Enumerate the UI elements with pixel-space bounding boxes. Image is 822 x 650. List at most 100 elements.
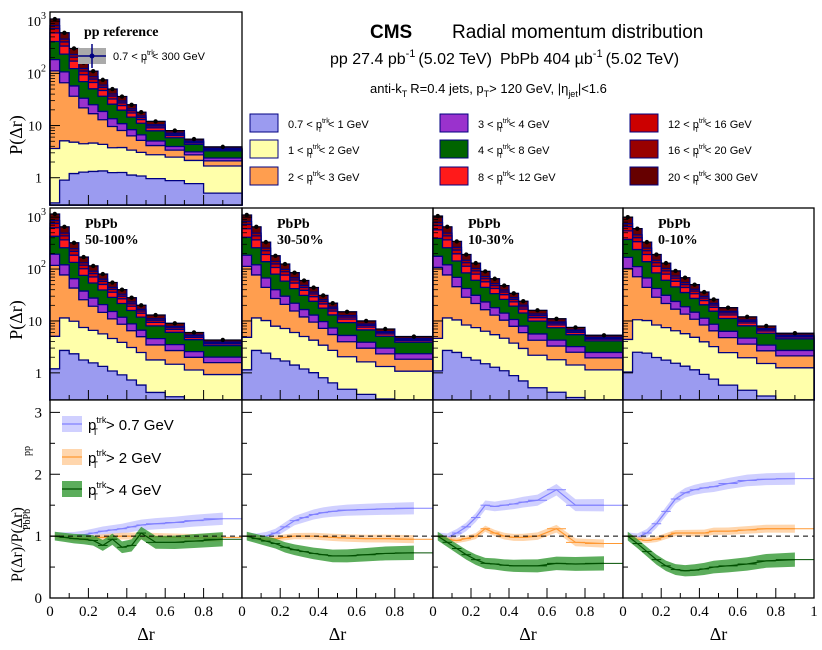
pbpb-panel-0-total-point-9 bbox=[139, 303, 144, 308]
pbpb-panel-0-centrality: 50-100% bbox=[85, 233, 139, 248]
ratio-panel-2-band-ratio_pt4 bbox=[437, 531, 604, 573]
pp-panel-total-point-8 bbox=[129, 102, 134, 107]
ratio-panel-3-xlabel-0: 0 bbox=[619, 604, 627, 620]
pt-legend-label-1: 1 < ptrk T < 2 GeV bbox=[288, 144, 360, 160]
pbpb-panel-1-total-point-9 bbox=[330, 300, 335, 306]
pt-bin-legend: 0.7 < ptrk T < 1 GeV 1 < ptrk T < 2 GeV 2 < pt… bbox=[249, 113, 759, 187]
pp-panel-total-point-4 bbox=[91, 69, 96, 74]
pbpb-panel-3-total-point-2 bbox=[644, 239, 650, 245]
pbpb-panel-0-total-point-4 bbox=[91, 263, 96, 269]
pp-panel-ytick-label-2: 102 bbox=[27, 63, 46, 82]
jet-selection: anti-kT R=0.4 jets, pT> 120 GeV, |ηjet|<1… bbox=[370, 81, 607, 99]
pbpb-panel-0-ytick-label-3: 103 bbox=[27, 207, 46, 226]
y-axis-label-pbpb: P(Δr) bbox=[6, 300, 27, 340]
ratio-legend-label-2: ptrk T > 4 GeV bbox=[88, 480, 161, 502]
pbpb-panel-0-total-point-6 bbox=[110, 280, 115, 285]
pbpb-panel-3-system: PbPb bbox=[658, 217, 691, 232]
pbpb-panel-3-total-point-7 bbox=[692, 282, 697, 287]
pbpb-panel-2-total-point-2 bbox=[454, 239, 459, 244]
axis-labels: P(Δr) P(Δr) P(Δr)/P(Δr) PbPb pp bbox=[6, 115, 33, 582]
figure-title: Radial momentum distribution bbox=[452, 22, 703, 43]
ratio-panel-3-xlabel-5: 1 bbox=[810, 604, 818, 620]
y-axis-label-ratio-sub1: PbPb bbox=[22, 509, 33, 530]
luminosity-line: pp 27.4 pb-1 (5.02 TeV) PbPb 404 µb-1 (5.02… bbox=[330, 48, 679, 68]
pp-panel-label: pp reference bbox=[84, 25, 159, 40]
pbpb-panel-0-total-point-0 bbox=[52, 211, 57, 217]
ratio-panel-1-bg bbox=[242, 400, 433, 598]
ratio-panel-1-xlabel-4: 0.8 bbox=[385, 604, 404, 620]
y-axis-label-ratio: P(Δr)/P(Δr) bbox=[9, 507, 26, 582]
pbpb-panel-0-total-point-2 bbox=[71, 240, 77, 246]
ratio-panel-0-xlabel-1: 0.2 bbox=[79, 604, 98, 620]
pbpb-panel-3-total-point-12 bbox=[764, 323, 769, 329]
ratio-panel-3-xaxis-title: Δr bbox=[710, 624, 728, 644]
pt-legend-swatch-1 bbox=[249, 139, 279, 159]
ratio-panel-3-band-ratio_pt4 bbox=[627, 531, 795, 577]
pbpb-panel-3-total-point-13 bbox=[792, 331, 798, 336]
pbpb-panel-0-system: PbPb bbox=[85, 217, 118, 232]
pbpb-panel-1-total-point-7 bbox=[311, 285, 316, 290]
pbpb-panels: 110102103PbPb50-100%PbPb30-50%PbPb10-30%… bbox=[27, 207, 815, 401]
pbpb-panel-1-total-point-1 bbox=[254, 224, 259, 230]
ratio-panel-2-band-ratio_pt2 bbox=[437, 524, 604, 548]
pbpb-panel-2-total-point-11 bbox=[554, 316, 559, 322]
pt-legend-label-3: 3 < ptrk T < 4 GeV bbox=[478, 118, 550, 134]
pbpb-panel-2-layer-bin1 bbox=[432, 349, 623, 401]
ratio-panel-2-xlabel-3: 0.6 bbox=[538, 604, 557, 620]
pp-panel-total-point-7 bbox=[119, 94, 125, 99]
ratio-panel-2-xlabel-4: 0.8 bbox=[576, 604, 595, 620]
pbpb-panel-0-total-point-8 bbox=[129, 295, 134, 300]
pt-legend-label-5: 8 < ptrk T < 12 GeV bbox=[478, 171, 556, 187]
pbpb-panel-0-ytick-label-1: 10 bbox=[28, 315, 42, 330]
pt-legend-label-0: 0.7 < ptrk T < 1 GeV bbox=[288, 118, 369, 134]
ratio-panel-3-xlabel-2: 0.4 bbox=[690, 604, 709, 620]
pbpb-panel-2-total-point-12 bbox=[573, 325, 578, 330]
pbpb-panel-1-total-point-12 bbox=[383, 326, 388, 332]
ratio-panel-2: 0 0.2 0.4 0.6 0.8 Δr bbox=[429, 399, 624, 644]
pt-legend-swatch-6 bbox=[629, 113, 659, 133]
y-axis-label-ratio-sub2: pp bbox=[22, 446, 33, 456]
ratio-panel-0-xlabel-0: 0 bbox=[46, 604, 54, 620]
ratio-panel-1-xlabel-0: 0 bbox=[238, 604, 246, 620]
pbpb-panel-3-total-point-11 bbox=[744, 314, 750, 320]
ratio-panel-2-xlabel-2: 0.4 bbox=[500, 604, 519, 620]
pbpb-panel-0-layer-bin1 bbox=[49, 349, 242, 401]
pt-legend-swatch-2 bbox=[249, 166, 279, 186]
pbpb-panel-0-ytick-label-2: 102 bbox=[27, 259, 46, 278]
pbpb-panel-2-total-point-10 bbox=[535, 308, 540, 313]
ratio-panel-3-xlabel-3: 0.6 bbox=[728, 604, 747, 620]
pp-panel-total-point-0 bbox=[52, 16, 57, 22]
pbpb-panel-2-total-point-7 bbox=[502, 283, 507, 288]
pt-legend-swatch-7 bbox=[629, 139, 659, 159]
pbpb-panel-2-total-point-13 bbox=[601, 333, 607, 338]
pbpb-panel-2-total-point-5 bbox=[483, 269, 488, 274]
pt-legend-label-6: 12 < ptrk T < 16 GeV bbox=[668, 118, 752, 134]
ratio-panel-0-xaxis-title: Δr bbox=[137, 624, 155, 644]
pbpb-panel-1-centrality: 30-50% bbox=[277, 233, 324, 248]
pbpb-panel-2-total-point-1 bbox=[445, 224, 450, 230]
pt-legend-label-2: 2 < ptrk T < 3 GeV bbox=[288, 171, 360, 187]
pbpb-panel-2-total-point-3 bbox=[464, 252, 469, 257]
pbpb-panel-1-total-point-4 bbox=[282, 261, 288, 267]
ratio-panel-0-bg bbox=[50, 400, 242, 598]
pbpb-panel-1-total-point-8 bbox=[320, 293, 326, 298]
pp-panel-ytick-label-1: 10 bbox=[28, 120, 42, 135]
pp-panel-total-point-10 bbox=[153, 119, 158, 124]
pbpb-panel-3-total-point-3 bbox=[654, 252, 659, 257]
ratio-panel-2-xaxis-title: Δr bbox=[519, 624, 537, 644]
pp-panel-layer-bin1 bbox=[49, 170, 243, 206]
pbpb-panel-1-total-point-5 bbox=[292, 270, 297, 275]
pbpb-panel-3-total-point-6 bbox=[682, 275, 688, 280]
cms-label: CMS bbox=[370, 22, 412, 43]
ratio-panel-1-xaxis-title: Δr bbox=[329, 624, 347, 644]
pbpb-panel-3-total-point-1 bbox=[635, 226, 640, 231]
pbpb-panel-0-total-point-5 bbox=[100, 271, 106, 277]
pbpb-panel-2-system: PbPb bbox=[468, 217, 501, 232]
pbpb-panel-3-layer-bin1 bbox=[622, 351, 814, 401]
pbpb-panel-1-total-point-13 bbox=[411, 334, 417, 339]
ratio-panel-2-band-ratio_pt07 bbox=[437, 483, 604, 542]
